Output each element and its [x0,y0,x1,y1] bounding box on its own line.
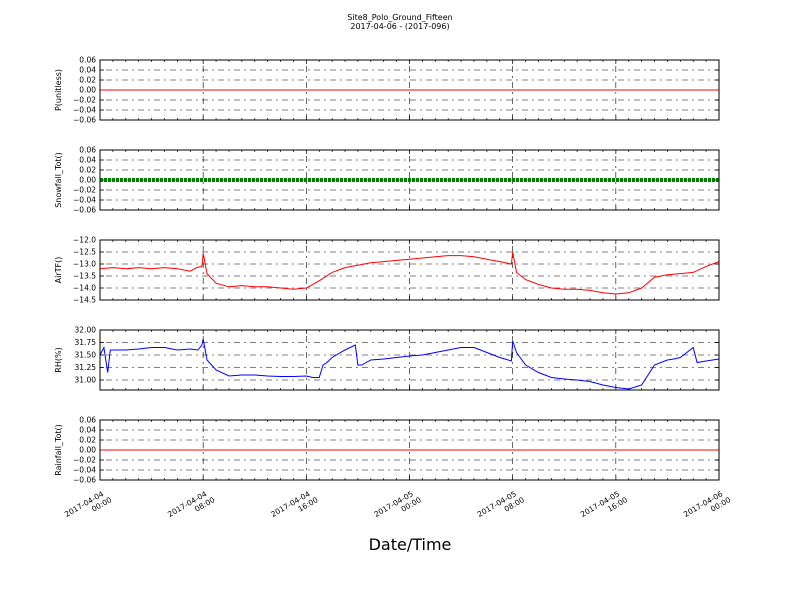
y-tick-label: −0.04 [73,196,96,205]
panel-frame [99,239,720,301]
y-tick-label: −0.06 [73,476,96,485]
y-tick-label: 0.06 [79,416,96,425]
y-tick-label: 0.04 [79,426,96,435]
y-tick-label: −0.04 [73,466,96,475]
y-tick-label: 31.25 [75,363,97,372]
y-tick-label: −0.04 [73,106,96,115]
panel-frame [99,59,720,121]
y-tick-label: −0.02 [73,186,96,195]
y-tick-label: 31.00 [75,376,97,385]
y-tick-label: −0.06 [73,206,96,215]
y-tick-label: 0.00 [79,446,96,455]
y-tick-label: 0.06 [79,146,96,155]
y-tick-label: −13.5 [73,272,96,281]
y-tick-label: −14.0 [73,284,96,293]
y-tick-label: −0.06 [73,116,96,125]
y-axis-label: RH(%) [54,347,63,372]
panel-frame [99,329,720,391]
y-tick-label: 32.00 [75,326,97,335]
y-axis-label: AirTF() [54,257,63,284]
y-tick-label: 0.02 [79,76,96,85]
chart-subtitle: 2017-04-06 - (2017-096) [350,22,449,31]
panel-0: 0.060.040.020.00−0.02−0.04−0.06 P(unitles… [54,56,720,125]
y-tick-label: 0.04 [79,66,96,75]
y-axis-label: Snowfall_Tot() [54,152,63,208]
panel-group: 0.060.040.020.00−0.02−0.04−0.06P(unitles… [54,56,720,485]
y-tick-label: 31.75 [75,338,97,347]
y-tick-label: −13.0 [73,260,96,269]
panel-4: 0.060.040.020.00−0.02−0.04−0.06 Rainfall_… [54,416,720,485]
y-tick-label: 0.02 [79,436,96,445]
y-tick-label: −12.0 [73,236,96,245]
panel-2: −12.0 −12.5 −13.0 −13.5 −14.0 −14.5 AirTF() [54,236,720,305]
y-tick-label: −0.02 [73,96,96,105]
series-line [99,338,720,390]
y-tick-label: 31.50 [75,351,97,360]
x-axis-label: Date/Time [369,535,452,554]
y-axis-label: P(unitless) [54,69,63,111]
y-tick-label: −0.02 [73,456,96,465]
chart-title: Site8_Polo_Ground_Fifteen [347,13,452,22]
panel-frame [99,419,720,481]
y-tick-label: 0.06 [79,56,96,65]
panel-3: 32.00 31.75 31.50 31.25 31.00 RH(%) [54,326,720,391]
panel-frame [99,149,720,211]
y-tick-label: 0.00 [79,86,96,95]
panel-1: 0.060.040.020.00−0.02−0.04−0.06 Snowfall_… [54,146,720,215]
y-tick-label: −12.5 [73,248,96,257]
y-tick-label: 0.00 [79,176,96,185]
y-axis-label: Rainfall_Tot() [54,424,63,476]
y-tick-label: 0.02 [79,166,96,175]
y-tick-label: 0.04 [79,156,96,165]
y-tick-label: −14.5 [73,296,96,305]
series-line [99,251,720,295]
